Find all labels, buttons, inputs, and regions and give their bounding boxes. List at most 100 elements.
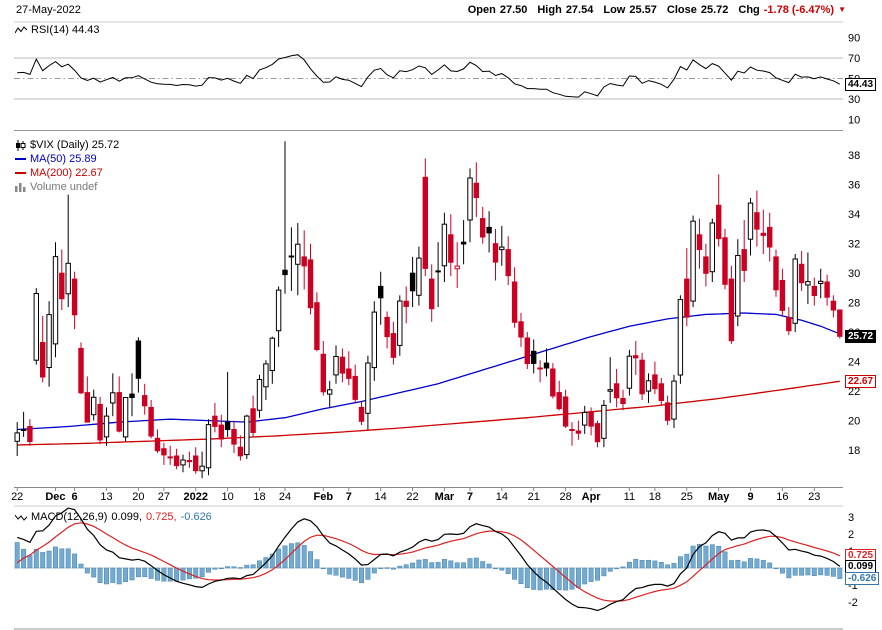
open-readout: Open 27.50 bbox=[468, 4, 528, 16]
x-axis-label: 13 bbox=[100, 491, 112, 503]
y-axis-label: 32 bbox=[848, 239, 860, 251]
ohlc-readout: Open 27.50 High 27.54 Low 25.57 Close 25.72 … bbox=[468, 4, 846, 16]
x-axis-label: Dec bbox=[45, 491, 65, 503]
y-axis-label: -1 bbox=[848, 580, 858, 592]
rsi-gridlines bbox=[14, 57, 843, 100]
x-axis-label: 23 bbox=[808, 491, 820, 503]
ma50-line-swatch bbox=[15, 158, 26, 160]
y-axis-label: 70 bbox=[848, 53, 860, 65]
ma50-legend-row: MA(50) 25.89 bbox=[15, 152, 119, 166]
low-readout: Low 25.57 bbox=[603, 4, 657, 16]
x-axis: 22 Dec 6 13 20 27 2022 10 18 24 Feb 7 14 22 Mar 7 14 21 28… bbox=[11, 487, 820, 503]
x-axis-label: 18 bbox=[649, 491, 661, 503]
rsi-indicator-icon bbox=[15, 25, 27, 35]
x-axis-label: 7 bbox=[467, 491, 473, 503]
ma50-legend-label: MA(50) 25.89 bbox=[30, 153, 97, 165]
x-axis-label: 14 bbox=[375, 491, 387, 503]
rsi-value-badge: 44.43 bbox=[845, 78, 877, 91]
macd-legend-name: MACD(12,26,9) bbox=[31, 511, 108, 523]
y-axis-label: 28 bbox=[848, 298, 860, 310]
y-axis-label: -2 bbox=[848, 597, 858, 609]
close-value: 25.72 bbox=[700, 3, 729, 16]
x-axis-label: 25 bbox=[681, 491, 693, 503]
ma200-legend-row: MA(200) 22.67 bbox=[15, 166, 119, 180]
y-axis-label: 24 bbox=[848, 357, 860, 369]
x-axis-label: 22 bbox=[406, 491, 418, 503]
y-axis-label: 38 bbox=[848, 150, 860, 162]
y-axis-labels: 907050301038363432302826242220183210-1-2 bbox=[848, 32, 860, 609]
open-value: 27.50 bbox=[499, 3, 528, 16]
low-label: Low bbox=[603, 3, 626, 16]
rsi-legend: RSI(14) 44.43 bbox=[15, 24, 99, 36]
chg-label: Chg bbox=[738, 3, 760, 16]
panel-borders bbox=[14, 21, 843, 630]
x-axis-label: 11 bbox=[624, 491, 635, 503]
ma200-line bbox=[17, 380, 840, 446]
y-axis-label: 10 bbox=[848, 115, 860, 127]
main-legend: $VIX (Daily) 25.72 MA(50) 25.89 MA(200) … bbox=[15, 138, 119, 194]
x-axis-label: Mar bbox=[435, 491, 455, 503]
x-axis-label: 22 bbox=[11, 491, 23, 503]
low-value: 25.57 bbox=[629, 3, 657, 16]
rsi-legend-label: RSI(14) 44.43 bbox=[31, 24, 100, 36]
ma50-line bbox=[17, 312, 841, 431]
macd-legend-value: 0.099, bbox=[111, 511, 143, 523]
macd-histogram bbox=[14, 542, 843, 591]
macd-indicator-icon bbox=[15, 512, 27, 522]
macd-hist-legend-value: -0.626 bbox=[180, 511, 212, 523]
macd-signal-legend-value: 0.725, bbox=[146, 511, 177, 523]
high-label: High bbox=[537, 3, 562, 16]
y-axis-label: 30 bbox=[848, 94, 860, 106]
x-axis-label: 24 bbox=[279, 491, 291, 503]
close-label: Close bbox=[666, 3, 697, 16]
x-axis-label: Apr bbox=[582, 491, 602, 503]
chg-readout: Chg -1.78 (-6.47%) ▼ bbox=[738, 4, 846, 16]
y-axis-label: 18 bbox=[848, 445, 860, 457]
chg-down-arrow-icon: ▼ bbox=[838, 4, 846, 14]
y-axis-label: 30 bbox=[848, 268, 860, 280]
close-readout: Close 25.72 bbox=[667, 4, 729, 16]
rsi-line bbox=[17, 54, 841, 98]
macd-lines bbox=[16, 507, 841, 612]
open-label: Open bbox=[467, 3, 496, 16]
y-axis-label: 22 bbox=[848, 386, 860, 398]
x-axis-label: 2022 bbox=[184, 491, 208, 503]
ma200-value-badge: 22.67 bbox=[845, 375, 877, 388]
x-axis-label: 28 bbox=[559, 491, 571, 503]
chart-date: 27-May-2022 bbox=[16, 3, 81, 16]
x-axis-label: 10 bbox=[222, 491, 234, 503]
y-axis-label: 2 bbox=[848, 529, 854, 541]
x-axis-label: 16 bbox=[776, 491, 788, 503]
macd-hist-badge: -0.626 bbox=[845, 572, 880, 585]
x-axis-label: 20 bbox=[132, 491, 144, 503]
y-axis-label: 90 bbox=[848, 32, 860, 44]
y-axis-label: 36 bbox=[848, 180, 860, 192]
x-axis-label: May bbox=[708, 491, 730, 503]
ma200-legend-label: MA(200) 22.67 bbox=[30, 167, 103, 179]
high-readout: High 27.54 bbox=[537, 4, 593, 16]
symbol-legend-row: $VIX (Daily) 25.72 bbox=[15, 138, 119, 152]
chart-header: 27-May-2022 Open 27.50 High 27.54 Low 25.57… bbox=[16, 2, 846, 17]
y-axis-label: 20 bbox=[848, 416, 860, 428]
x-axis-label: 14 bbox=[496, 491, 508, 503]
x-axis-label: 7 bbox=[346, 491, 352, 503]
candlesticks bbox=[14, 141, 843, 479]
volume-bars-icon bbox=[15, 182, 26, 192]
ma200-line-swatch bbox=[15, 172, 26, 174]
x-axis-label: 27 bbox=[158, 491, 170, 503]
x-axis-label: 6 bbox=[72, 491, 78, 503]
x-axis-label: 21 bbox=[528, 491, 540, 503]
y-axis-label: 3 bbox=[848, 512, 854, 524]
x-axis-label: 18 bbox=[253, 491, 265, 503]
x-axis-label: Feb bbox=[313, 491, 333, 503]
chg-value: -1.78 (-6.47%) bbox=[763, 3, 835, 16]
x-axis-label: 9 bbox=[747, 491, 753, 503]
last-price-badge: 25.72 bbox=[845, 330, 877, 343]
y-axis-label: 34 bbox=[848, 209, 860, 221]
high-value: 27.54 bbox=[565, 3, 594, 16]
volume-legend-row: Volume undef bbox=[15, 180, 119, 194]
macd-legend: MACD(12,26,9) 0.099, 0.725, -0.626 bbox=[15, 511, 212, 523]
symbol-legend-label: $VIX (Daily) 25.72 bbox=[30, 139, 120, 151]
